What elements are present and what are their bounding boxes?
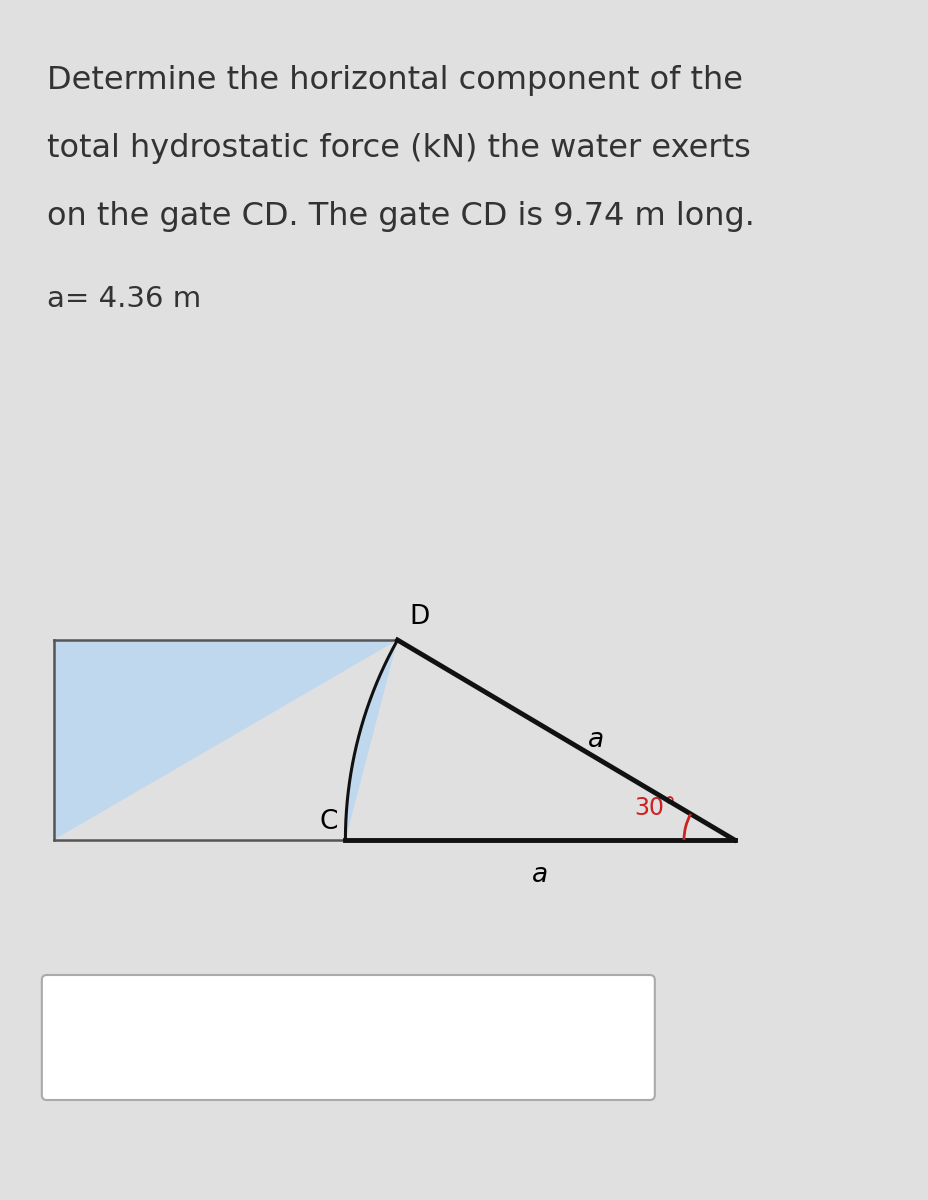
Text: total hydrostatic force (kN) the water exerts: total hydrostatic force (kN) the water e… [46, 133, 750, 164]
Text: 30°: 30° [633, 796, 675, 820]
Text: D: D [409, 604, 429, 630]
Text: a= 4.36 m: a= 4.36 m [46, 284, 200, 313]
FancyBboxPatch shape [42, 974, 654, 1100]
Text: a: a [532, 862, 548, 888]
Polygon shape [54, 640, 397, 840]
Text: Determine the horizontal component of the: Determine the horizontal component of th… [46, 65, 741, 96]
Text: on the gate CD. The gate CD is 9.74 m long.: on the gate CD. The gate CD is 9.74 m lo… [46, 200, 754, 232]
Text: C: C [319, 809, 337, 835]
Text: a: a [586, 727, 603, 754]
